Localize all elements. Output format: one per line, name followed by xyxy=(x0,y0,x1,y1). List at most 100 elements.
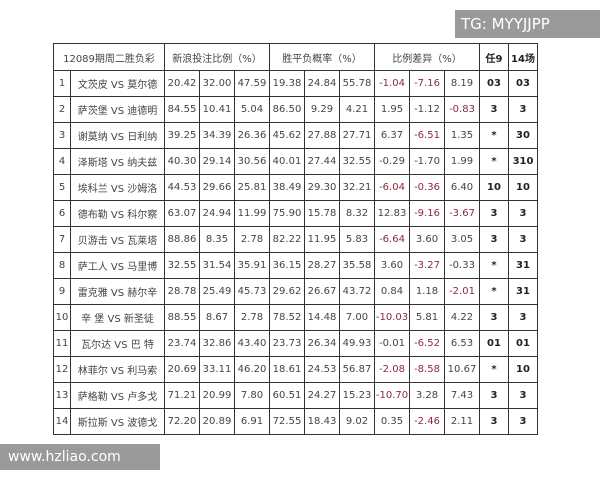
ratio-diff: 5.81 xyxy=(409,304,445,331)
probability: 49.93 xyxy=(339,330,375,357)
pick-14: 03 xyxy=(508,70,538,97)
probability: 29.30 xyxy=(304,174,340,201)
probability: 8.32 xyxy=(339,200,375,227)
pick-14: 10 xyxy=(508,356,538,383)
sina-ratio: 2.78 xyxy=(234,226,270,253)
away-team: 利马索 xyxy=(127,366,158,377)
probability: 4.21 xyxy=(339,96,375,123)
match-cell: 德布勒 VS 科尔察 xyxy=(70,200,165,227)
match-cell: 文茨皮 VS 莫尔德 xyxy=(70,70,165,97)
sina-ratio: 43.40 xyxy=(234,330,270,357)
sina-ratio: 32.55 xyxy=(164,252,200,279)
probability: 35.58 xyxy=(339,252,375,279)
pick-14: 3 xyxy=(508,304,538,331)
match-cell: 萨茨堡 VS 迪德明 xyxy=(70,96,165,123)
match-cell: 谢莫纳 VS 日利纳 xyxy=(70,122,165,149)
sina-ratio: 2.78 xyxy=(234,304,270,331)
sina-ratio: 71.21 xyxy=(164,382,200,409)
probability: 43.72 xyxy=(339,278,375,305)
vs-label: VS xyxy=(110,184,125,195)
probability: 9.29 xyxy=(304,96,340,123)
match-cell: 瓦尔达 VS 巴 特 xyxy=(70,330,165,357)
sina-ratio: 40.30 xyxy=(164,148,200,175)
probability: 72.55 xyxy=(269,408,305,435)
away-team: 卢多戈 xyxy=(127,392,158,403)
ratio-diff: 1.95 xyxy=(374,96,410,123)
row-number: 11 xyxy=(53,330,71,357)
watermark-top: TG: MYYJJPP xyxy=(455,10,600,38)
sina-ratio: 44.53 xyxy=(164,174,200,201)
row-number: 9 xyxy=(53,278,71,305)
sina-ratio: 31.54 xyxy=(199,252,235,279)
probability: 18.43 xyxy=(304,408,340,435)
pick-14: 30 xyxy=(508,122,538,149)
match-cell: 泽斯塔 VS 纳夫兹 xyxy=(70,148,165,175)
sina-ratio: 10.41 xyxy=(199,96,235,123)
table-row: 1 文茨皮 VS 莫尔德 20.42 32.00 47.59 19.38 24.84 55.7… xyxy=(53,70,538,97)
ratio-diff: 6.37 xyxy=(374,122,410,149)
match-cell: 斯拉斯 VS 波德戈 xyxy=(70,408,165,435)
probability: 14.48 xyxy=(304,304,340,331)
probability: 24.84 xyxy=(304,70,340,97)
ratio-diff: 2.11 xyxy=(444,408,480,435)
table-header-row: 12089期周二胜负彩 新浪投注比例（%） 胜平负概率（%） 比例差异（%） 任… xyxy=(53,43,538,71)
away-team: 莫尔德 xyxy=(127,80,158,91)
probability: 55.78 xyxy=(339,70,375,97)
away-team: 科尔察 xyxy=(127,210,158,221)
ratio-diff: 3.60 xyxy=(409,226,445,253)
pick-14: 3 xyxy=(508,96,538,123)
row-number: 8 xyxy=(53,252,71,279)
sina-ratio: 30.56 xyxy=(234,148,270,175)
away-team: 纳夫兹 xyxy=(127,158,158,169)
sina-ratio: 11.99 xyxy=(234,200,270,227)
sina-ratio: 39.25 xyxy=(164,122,200,149)
header-prob: 胜平负概率（%） xyxy=(269,43,375,71)
vs-label: VS xyxy=(110,262,125,273)
sina-ratio: 88.86 xyxy=(164,226,200,253)
ren9-pick: * xyxy=(479,252,509,279)
away-team: 新圣徒 xyxy=(123,314,154,325)
away-team: 日利纳 xyxy=(127,132,158,143)
vs-label: VS xyxy=(110,418,125,429)
ratio-diff: 6.53 xyxy=(444,330,480,357)
probability: 15.23 xyxy=(339,382,375,409)
home-team: 林菲尔 xyxy=(77,366,108,377)
ratio-diff: 3.60 xyxy=(374,252,410,279)
row-number: 14 xyxy=(53,408,71,435)
sina-ratio: 29.66 xyxy=(199,174,235,201)
sina-ratio: 8.67 xyxy=(199,304,235,331)
match-cell: 辛 堡 VS 新圣徒 xyxy=(70,304,165,331)
probability: 32.21 xyxy=(339,174,375,201)
ratio-diff: -0.01 xyxy=(374,330,410,357)
row-number: 12 xyxy=(53,356,71,383)
sina-ratio: 63.07 xyxy=(164,200,200,227)
sina-ratio: 84.55 xyxy=(164,96,200,123)
probability: 28.27 xyxy=(304,252,340,279)
sina-ratio: 23.74 xyxy=(164,330,200,357)
probability: 27.44 xyxy=(304,148,340,175)
away-team: 沙姆洛 xyxy=(127,184,158,195)
vs-label: VS xyxy=(110,80,125,91)
away-team: 赫尔辛 xyxy=(127,288,158,299)
probability: 75.90 xyxy=(269,200,305,227)
ratio-diff: 1.18 xyxy=(409,278,445,305)
sina-ratio: 26.36 xyxy=(234,122,270,149)
ratio-diff: -1.70 xyxy=(409,148,445,175)
ratio-diff: 0.35 xyxy=(374,408,410,435)
sina-ratio: 32.86 xyxy=(199,330,235,357)
vs-label: VS xyxy=(110,288,125,299)
sina-ratio: 20.69 xyxy=(164,356,200,383)
table-row: 12 林菲尔 VS 利马索 20.69 33.11 46.20 18.61 24.53 56.… xyxy=(53,356,538,383)
ratio-diff: 1.99 xyxy=(444,148,480,175)
sina-ratio: 25.49 xyxy=(199,278,235,305)
watermark-bottom: www.hzliao.com xyxy=(0,444,160,470)
probability: 29.62 xyxy=(269,278,305,305)
probability: 26.34 xyxy=(304,330,340,357)
ren9-pick: 3 xyxy=(479,408,509,435)
vs-label: VS xyxy=(110,132,125,143)
sina-ratio: 8.35 xyxy=(199,226,235,253)
away-team: 波德戈 xyxy=(127,418,158,429)
home-team: 贝游击 xyxy=(77,236,108,247)
pick-14: 3 xyxy=(508,408,538,435)
sina-ratio: 20.99 xyxy=(199,382,235,409)
